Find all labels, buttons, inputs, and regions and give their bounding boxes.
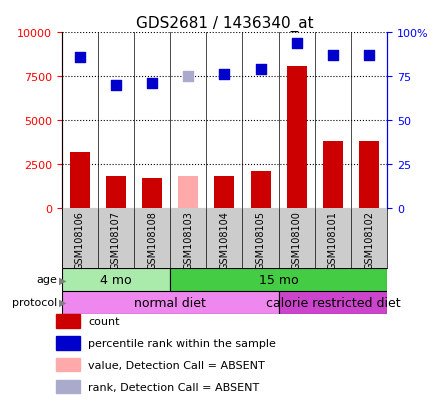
Text: age: age bbox=[37, 275, 57, 285]
Bar bbox=[56, 380, 80, 393]
Text: protocol: protocol bbox=[12, 297, 57, 308]
Bar bbox=[106, 177, 126, 209]
Point bbox=[112, 83, 119, 89]
Point bbox=[149, 81, 156, 87]
Bar bbox=[62, 268, 170, 291]
Point bbox=[366, 52, 373, 59]
Bar bbox=[62, 291, 279, 314]
Text: GSM108103: GSM108103 bbox=[183, 210, 193, 269]
Bar bbox=[70, 152, 90, 209]
Point bbox=[185, 74, 192, 80]
Text: GSM108101: GSM108101 bbox=[328, 210, 338, 269]
Text: GSM108107: GSM108107 bbox=[111, 210, 121, 269]
Point bbox=[293, 40, 300, 47]
Text: GSM108108: GSM108108 bbox=[147, 210, 157, 269]
Text: GSM108102: GSM108102 bbox=[364, 210, 374, 269]
Bar bbox=[142, 179, 162, 209]
Bar bbox=[279, 291, 387, 314]
Text: 4 mo: 4 mo bbox=[100, 273, 132, 286]
Bar bbox=[287, 66, 307, 209]
Text: normal diet: normal diet bbox=[134, 296, 206, 309]
Text: rank, Detection Call = ABSENT: rank, Detection Call = ABSENT bbox=[88, 382, 260, 392]
Text: percentile rank within the sample: percentile rank within the sample bbox=[88, 338, 276, 348]
Text: GSM108105: GSM108105 bbox=[256, 210, 266, 269]
Point bbox=[330, 52, 337, 59]
Text: ▶: ▶ bbox=[59, 275, 67, 285]
Bar bbox=[323, 142, 343, 209]
Text: ▶: ▶ bbox=[59, 297, 67, 308]
Bar bbox=[214, 177, 235, 209]
Bar bbox=[56, 358, 80, 372]
Bar bbox=[251, 172, 271, 209]
Bar bbox=[178, 177, 198, 209]
Text: GSM108100: GSM108100 bbox=[292, 210, 302, 269]
Point bbox=[76, 54, 83, 61]
Point bbox=[221, 72, 228, 78]
Bar bbox=[359, 142, 379, 209]
Text: calorie restricted diet: calorie restricted diet bbox=[266, 296, 400, 309]
Text: value, Detection Call = ABSENT: value, Detection Call = ABSENT bbox=[88, 360, 265, 370]
Text: GSM108106: GSM108106 bbox=[75, 210, 84, 269]
Text: 15 mo: 15 mo bbox=[259, 273, 298, 286]
Point bbox=[257, 66, 264, 73]
Bar bbox=[56, 314, 80, 328]
Text: GSM108104: GSM108104 bbox=[220, 210, 229, 269]
Bar bbox=[170, 268, 387, 291]
Text: count: count bbox=[88, 316, 120, 326]
Title: GDS2681 / 1436340_at: GDS2681 / 1436340_at bbox=[136, 16, 313, 32]
Bar bbox=[56, 336, 80, 350]
